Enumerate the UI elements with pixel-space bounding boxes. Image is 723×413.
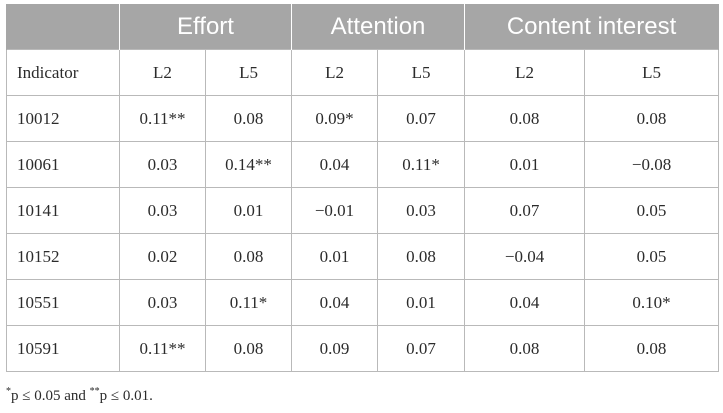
table-row: 10551 0.03 0.11* 0.04 0.01 0.04 0.10*	[6, 279, 720, 326]
table-row: 10061 0.03 0.14** 0.04 0.11* 0.01 −0.08	[6, 141, 720, 188]
table-cell: 0.10*	[584, 279, 720, 326]
group-header-effort: Effort	[118, 4, 293, 50]
table-cell: 0.07	[377, 95, 466, 142]
table-cell: 0.04	[464, 279, 586, 326]
table-cell: 0.04	[291, 141, 379, 188]
table-cell: 0.01	[464, 141, 586, 188]
table-row: 10152 0.02 0.08 0.01 0.08 −0.04 0.05	[6, 233, 720, 280]
results-table: Effort Attention Content interest Indica…	[6, 4, 720, 372]
table-row: 10141 0.03 0.01 −0.01 0.03 0.07 0.05	[6, 187, 720, 234]
table-cell: 0.03	[377, 187, 466, 234]
table-cell: 0.04	[291, 279, 379, 326]
table-cell: 0.08	[464, 325, 586, 372]
table-cell: 0.09*	[291, 95, 379, 142]
indicator-cell: 10152	[6, 233, 120, 280]
table-row: 10591 0.11** 0.08 0.09 0.07 0.08 0.08	[6, 325, 720, 372]
column-header-effort-l5: L5	[204, 49, 293, 96]
table-cell: 0.11*	[204, 279, 293, 326]
table-cell: 0.01	[377, 279, 466, 326]
group-header-row: Effort Attention Content interest	[6, 4, 720, 50]
sub-header-row: Indicator L2 L5 L2 L5 L2 L5	[6, 49, 720, 96]
table-row: 10012 0.11** 0.08 0.09* 0.07 0.08 0.08	[6, 95, 720, 142]
table-cell: 0.11**	[119, 95, 206, 142]
column-header-effort-l2: L2	[119, 49, 206, 96]
table-cell: −0.08	[584, 141, 720, 188]
table-cell: 0.14**	[204, 141, 293, 188]
table-cell: 0.09	[291, 325, 379, 372]
footnote-marker-single: *	[6, 386, 11, 397]
table-cell: 0.11*	[377, 141, 466, 188]
table-cell: 0.08	[464, 95, 586, 142]
indicator-cell: 10061	[6, 141, 120, 188]
table-cell: 0.08	[204, 325, 293, 372]
table-footnote: *p ≤ 0.05 and **p ≤ 0.01.	[6, 386, 153, 405]
column-header-content-l5: L5	[584, 49, 720, 96]
table-cell: 0.03	[119, 187, 206, 234]
indicator-cell: 10012	[6, 95, 120, 142]
table-cell: −0.01	[291, 187, 379, 234]
table-cell: −0.04	[464, 233, 586, 280]
table-cell: 0.08	[204, 233, 293, 280]
table-cell: 0.07	[464, 187, 586, 234]
group-header-blank	[6, 4, 120, 50]
table-cell: 0.01	[291, 233, 379, 280]
results-table-container: Effort Attention Content interest Indica…	[6, 4, 720, 372]
table-cell: 0.08	[377, 233, 466, 280]
column-header-content-l2: L2	[464, 49, 586, 96]
column-header-indicator: Indicator	[6, 49, 120, 96]
table-cell: 0.01	[204, 187, 293, 234]
table-cell: 0.11**	[119, 325, 206, 372]
column-header-attention-l5: L5	[377, 49, 466, 96]
table-cell: 0.02	[119, 233, 206, 280]
table-cell: 0.07	[377, 325, 466, 372]
column-header-attention-l2: L2	[291, 49, 379, 96]
indicator-cell: 10141	[6, 187, 120, 234]
table-cell: 0.08	[584, 95, 720, 142]
table-cell: 0.05	[584, 187, 720, 234]
table-cell: 0.08	[204, 95, 293, 142]
footnote-text-1: p ≤ 0.05 and	[11, 388, 90, 404]
table-cell: 0.05	[584, 233, 720, 280]
table-cell: 0.03	[119, 279, 206, 326]
group-header-content-interest: Content interest	[464, 4, 720, 50]
footnote-marker-double: **	[89, 386, 100, 397]
group-header-attention: Attention	[291, 4, 466, 50]
table-cell: 0.08	[584, 325, 720, 372]
table-cell: 0.03	[119, 141, 206, 188]
footnote-text-2: p ≤ 0.01.	[99, 388, 153, 404]
indicator-cell: 10551	[6, 279, 120, 326]
indicator-cell: 10591	[6, 325, 120, 372]
